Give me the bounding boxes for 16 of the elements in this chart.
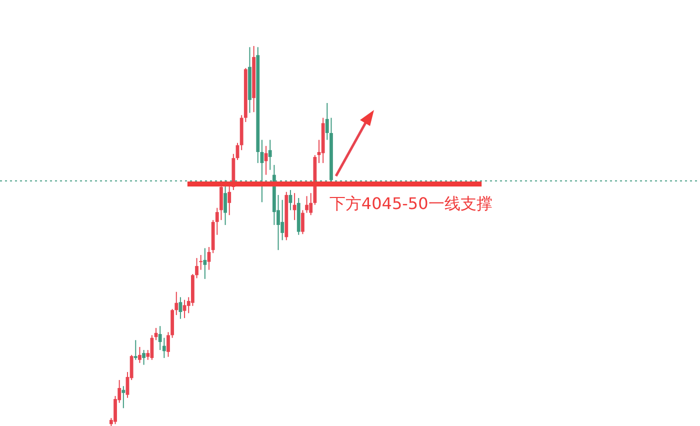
candlestick [301,210,304,235]
candlestick [162,337,166,358]
candlestick [195,258,198,279]
ref-line-label: 下方4045-50一线支撑 [329,194,492,213]
candlestick [305,196,308,214]
candlestick [150,334,154,360]
candlestick [207,246,211,270]
candlestick [134,340,138,360]
candlestick [166,332,170,358]
candlestick [268,139,272,170]
candlestick [122,386,126,409]
candlestick [178,296,182,320]
candlestick [142,350,146,366]
candlestick [138,346,142,364]
candlestick [203,248,207,280]
candlestick [182,299,186,319]
